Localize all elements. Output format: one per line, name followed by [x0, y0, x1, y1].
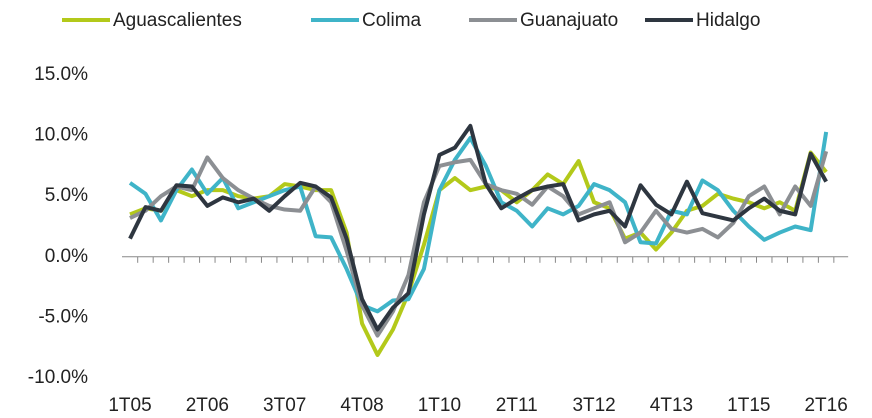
- x-tick-label: 2T06: [186, 395, 229, 416]
- x-tick-label: 2T11: [496, 395, 538, 416]
- x-tick-label: 4T13: [650, 395, 693, 416]
- line-series: [129, 150, 828, 357]
- y-tick-label: 15.0%: [34, 64, 88, 85]
- y-tick-label: 5.0%: [45, 185, 88, 206]
- y-tick-label: 0.0%: [45, 246, 88, 267]
- legend-label: Hidalgo: [696, 10, 760, 31]
- y-tick-label: -5.0%: [38, 306, 88, 327]
- line-series: [129, 150, 829, 338]
- x-tick-label: 4T08: [340, 395, 383, 416]
- y-tick-label: 10.0%: [34, 125, 88, 146]
- x-tick-label: 3T12: [572, 395, 615, 416]
- x-tick-label: 2T16: [804, 395, 847, 416]
- legend-label: Aguascalientes: [113, 10, 242, 31]
- x-tick-label: 3T07: [263, 395, 306, 416]
- legend-label: Colima: [362, 10, 422, 31]
- x-tick-label: 1T15: [727, 395, 770, 416]
- legend-label: Guanajuato: [520, 10, 618, 31]
- x-tick-label: 1T05: [108, 395, 151, 416]
- x-tick-label: 1T10: [418, 395, 461, 416]
- y-tick-label: -10.0%: [28, 367, 88, 388]
- line-series: [128, 123, 828, 332]
